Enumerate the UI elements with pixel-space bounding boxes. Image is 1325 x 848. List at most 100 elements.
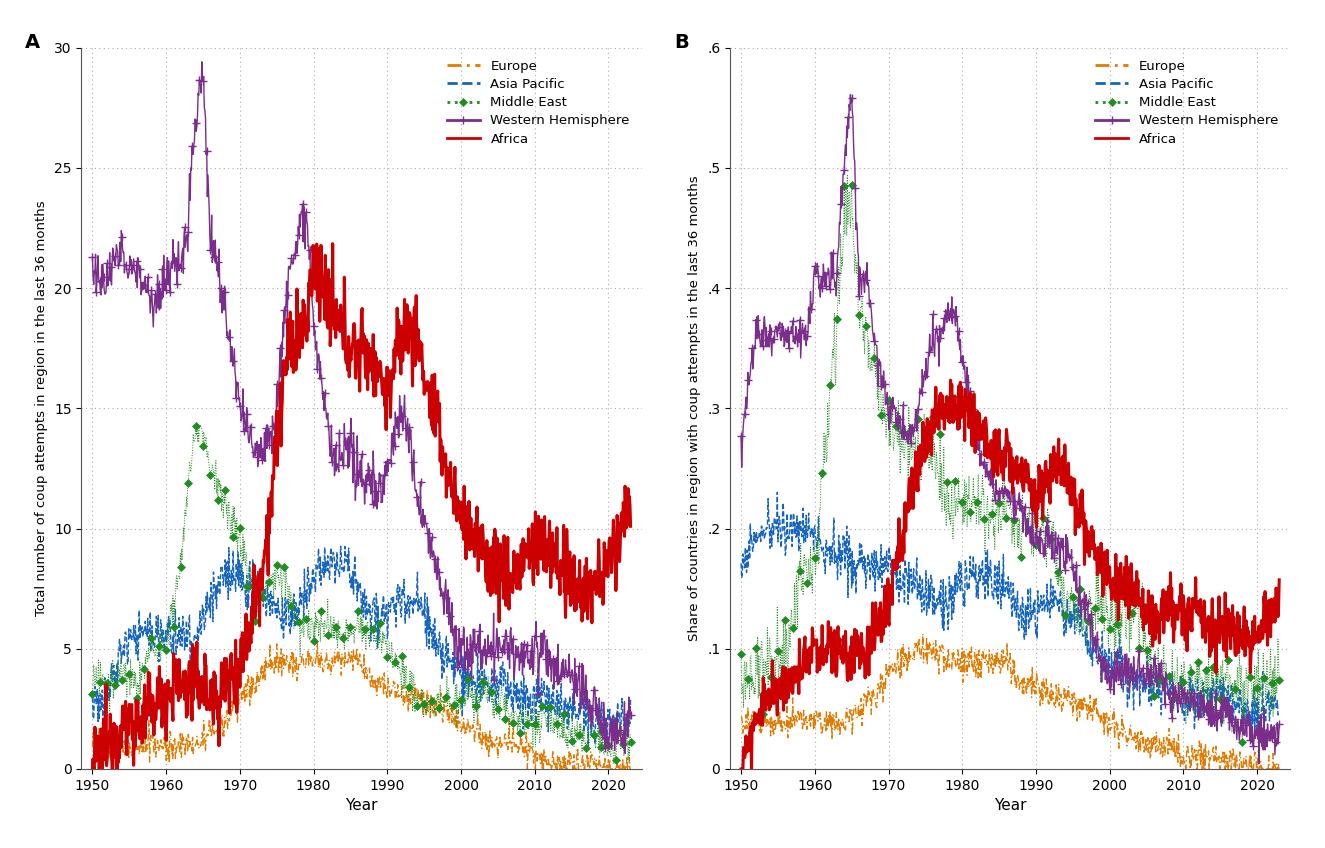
Western Hemisphere — [617, 748, 633, 758]
Europe — [1271, 764, 1287, 774]
Africa — [623, 522, 639, 532]
Western Hemisphere — [623, 710, 639, 720]
Asia Pacific — [844, 583, 860, 593]
Asia Pacific — [582, 706, 598, 717]
Asia Pacific — [623, 693, 639, 703]
Africa — [358, 373, 374, 383]
Middle East — [873, 410, 889, 421]
Asia Pacific — [599, 742, 615, 752]
Middle East — [582, 734, 598, 744]
Europe — [733, 711, 749, 722]
Legend: Europe, Asia Pacific, Middle East, Western Hemisphere, Africa: Europe, Asia Pacific, Middle East, Weste… — [1090, 54, 1284, 151]
X-axis label: Year: Year — [346, 798, 378, 813]
Western Hemisphere — [224, 356, 240, 366]
Line: Asia Pacific: Asia Pacific — [93, 546, 631, 747]
Western Hemisphere — [733, 432, 749, 442]
Western Hemisphere — [873, 381, 889, 391]
Asia Pacific — [733, 558, 749, 568]
Asia Pacific — [358, 614, 374, 624]
Africa — [1231, 648, 1247, 658]
Europe — [1267, 758, 1283, 768]
Europe — [620, 764, 636, 774]
Legend: Europe, Asia Pacific, Middle East, Western Hemisphere, Africa: Europe, Asia Pacific, Middle East, Weste… — [441, 54, 635, 151]
Middle East — [617, 740, 633, 750]
Africa — [1268, 583, 1284, 594]
Asia Pacific — [1007, 605, 1023, 616]
Africa — [1265, 599, 1281, 609]
Text: B: B — [674, 33, 689, 53]
Asia Pacific — [1231, 698, 1247, 708]
Asia Pacific — [333, 541, 348, 551]
Middle East — [1231, 677, 1247, 687]
Africa — [873, 598, 889, 608]
Europe — [873, 669, 889, 679]
Western Hemisphere — [617, 734, 633, 745]
Middle East — [840, 170, 856, 181]
Asia Pacific — [224, 578, 240, 589]
Africa — [843, 674, 859, 684]
Western Hemisphere — [193, 57, 209, 67]
Western Hemisphere — [195, 76, 211, 86]
Africa — [620, 516, 636, 527]
Line: Europe: Europe — [93, 643, 631, 769]
Western Hemisphere — [1251, 758, 1267, 768]
Africa — [942, 375, 958, 385]
Asia Pacific — [617, 727, 633, 737]
Africa — [224, 667, 240, 678]
Europe — [916, 628, 931, 639]
Asia Pacific — [873, 539, 889, 550]
Middle East — [844, 180, 860, 190]
Europe — [1269, 759, 1285, 769]
Middle East — [1271, 675, 1287, 685]
Line: Europe: Europe — [741, 633, 1279, 769]
Europe — [85, 742, 101, 752]
Middle East — [1267, 690, 1283, 700]
Western Hemisphere — [1231, 725, 1247, 735]
Middle East — [192, 420, 208, 430]
Africa — [1007, 474, 1023, 484]
Line: Western Hemisphere: Western Hemisphere — [89, 58, 635, 757]
X-axis label: Year: Year — [994, 798, 1027, 813]
Middle East — [1007, 543, 1023, 553]
Europe — [1007, 656, 1023, 667]
Western Hemisphere — [582, 702, 598, 712]
Europe — [623, 764, 639, 774]
Asia Pacific — [195, 600, 211, 611]
Line: Africa: Africa — [93, 243, 631, 769]
Europe — [617, 762, 633, 772]
Africa — [1271, 575, 1287, 585]
Middle East — [1269, 688, 1285, 698]
Africa — [325, 238, 341, 248]
Europe — [843, 709, 859, 719]
Africa — [617, 481, 633, 491]
Asia Pacific — [1248, 726, 1264, 736]
Asia Pacific — [1269, 701, 1285, 711]
Text: A: A — [25, 33, 41, 53]
Western Hemisphere — [620, 732, 636, 742]
Western Hemisphere — [1271, 719, 1287, 729]
Middle East — [195, 441, 211, 451]
Middle East — [358, 644, 374, 655]
Europe — [309, 638, 325, 648]
Asia Pacific — [1271, 706, 1287, 717]
Western Hemisphere — [844, 93, 860, 103]
Europe — [195, 728, 211, 738]
Asia Pacific — [620, 731, 636, 741]
Middle East — [85, 689, 101, 699]
Middle East — [606, 758, 621, 768]
Europe — [1231, 764, 1247, 774]
Asia Pacific — [770, 487, 786, 497]
Line: Western Hemisphere: Western Hemisphere — [737, 91, 1283, 767]
Line: Middle East: Middle East — [89, 421, 633, 767]
Line: Africa: Africa — [741, 380, 1279, 769]
Africa — [85, 764, 101, 774]
Line: Middle East: Middle East — [738, 172, 1283, 745]
Asia Pacific — [85, 692, 101, 702]
Europe — [1182, 764, 1198, 774]
Middle East — [733, 650, 749, 660]
Africa — [582, 578, 598, 589]
Europe — [358, 662, 374, 672]
Europe — [519, 764, 535, 774]
Middle East — [620, 755, 636, 765]
Africa — [733, 764, 749, 774]
